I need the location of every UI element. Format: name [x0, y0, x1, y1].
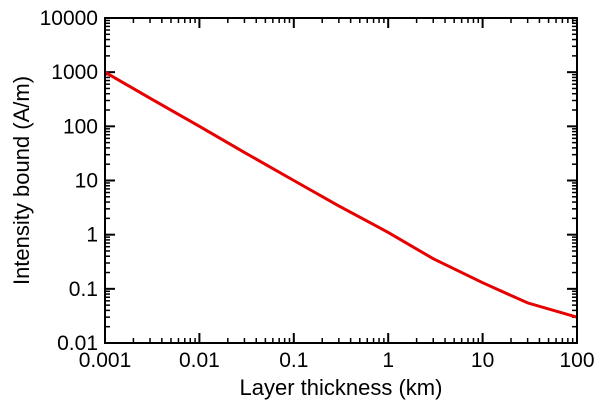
y-tick-label: 100: [63, 115, 98, 138]
y-axis-label: Intensity bound (A/m): [9, 76, 34, 285]
y-tick-label: 0.1: [69, 278, 98, 301]
y-tick-label: 1: [86, 224, 98, 247]
y-tick-label: 0.01: [57, 332, 98, 355]
series-line: [104, 70, 578, 319]
plot-frame: [104, 17, 578, 344]
x-tick-label: 0.001: [79, 349, 132, 372]
y-tick-label: 10: [75, 170, 98, 193]
x-tick-label: 100: [559, 349, 594, 372]
y-tick-label: 10000: [40, 7, 98, 30]
x-tick-label: 0.01: [179, 349, 220, 372]
x-tick-label: 0.1: [279, 349, 308, 372]
y-tick-label: 1000: [51, 61, 98, 84]
x-axis-label: Layer thickness (km): [240, 375, 443, 400]
x-tick-label: 10: [471, 349, 494, 372]
x-tick-label: 1: [382, 349, 394, 372]
